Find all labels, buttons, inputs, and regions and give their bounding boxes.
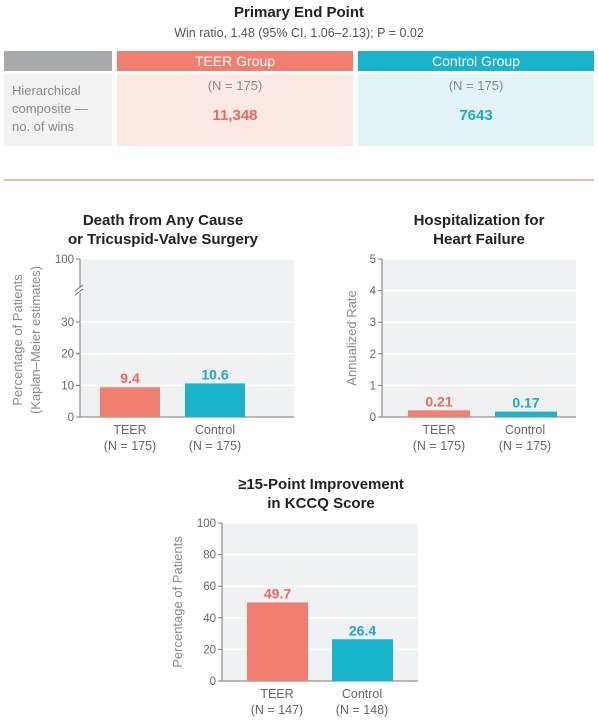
bar-value-label: 0.21 — [425, 393, 452, 409]
row-label-line: Hierarchical — [12, 83, 81, 98]
bar — [185, 383, 245, 417]
chart-title: Hospitalization for — [414, 212, 545, 229]
teer-n: (N = 175) — [207, 78, 263, 93]
y-tick-label: 20 — [203, 644, 216, 656]
bar — [100, 387, 160, 417]
y-axis-label: Percentage of Patients — [10, 274, 25, 406]
y-tick-label: 0 — [68, 412, 74, 424]
primary-title: Primary End Point — [233, 4, 365, 21]
bar-value-label: 0.17 — [512, 395, 539, 411]
y-tick-label: 2 — [370, 349, 376, 361]
y-tick-label: 100 — [197, 518, 216, 530]
teer-wins: 11,348 — [212, 107, 258, 124]
section-divider — [4, 179, 594, 181]
chart-title: Death from Any Cause — [83, 212, 243, 229]
bar-value-label: 26.4 — [349, 622, 376, 638]
control-cell — [358, 74, 594, 146]
row-label-cell — [4, 74, 112, 146]
x-category-label: (N = 148) — [336, 703, 388, 717]
y-tick-label: 20 — [61, 349, 74, 361]
y-tick-label: 60 — [203, 581, 216, 593]
x-category-label: TEER — [113, 423, 146, 437]
x-category-label: Control — [195, 423, 235, 437]
bar — [495, 411, 557, 417]
y-tick-label: 30 — [61, 317, 74, 329]
bar-value-label: 49.7 — [264, 585, 291, 601]
y-axis-label: Percentage of Patients — [170, 536, 185, 668]
y-tick-label: 80 — [203, 550, 216, 562]
bar — [247, 602, 308, 681]
x-category-label: (N = 175) — [499, 439, 551, 453]
control-group-header: Control Group — [358, 51, 594, 71]
x-category-label: TEER — [260, 687, 293, 701]
chart-title: in KCCQ Score — [267, 495, 375, 512]
plot-area — [382, 259, 576, 417]
y-tick-label: 1 — [370, 380, 376, 392]
chart-title: Heart Failure — [433, 231, 525, 248]
y-tick-label: 0 — [370, 412, 376, 424]
y-tick-label: 5 — [370, 254, 376, 266]
x-category-label: (N = 175) — [189, 439, 241, 453]
teer-group-header: TEER Group — [117, 51, 353, 71]
row-label: Hierarchical composite — no. of wins — [12, 82, 108, 136]
x-category-label: (N = 175) — [413, 439, 465, 453]
x-category-label: (N = 175) — [104, 439, 156, 453]
bar-value-label: 10.6 — [201, 366, 228, 382]
x-category-label: Control — [342, 687, 382, 701]
primary-subtitle: Win ratio, 1.48 (95% CI, 1.06–2.13); P =… — [174, 26, 424, 40]
x-category-label: TEER — [422, 423, 455, 437]
bar — [408, 410, 470, 417]
teer-cell — [117, 74, 353, 146]
row-label-line: composite — — [12, 101, 88, 116]
axis-break-mark — [74, 288, 84, 296]
bar-value-label: 9.4 — [120, 370, 140, 386]
y-tick-label: 10 — [61, 380, 74, 392]
axis-break-mark — [74, 284, 84, 292]
x-category-label: (N = 147) — [251, 703, 303, 717]
y-tick-label: 0 — [210, 676, 216, 688]
header-spacer — [4, 51, 112, 71]
y-tick-label: 40 — [203, 613, 216, 625]
x-category-label: Control — [505, 423, 545, 437]
y-axis-label: (Kaplan–Meier estimates) — [28, 266, 43, 414]
bar — [332, 639, 393, 681]
row-label-line: no. of wins — [12, 119, 75, 134]
control-wins: 7643 — [459, 107, 493, 124]
y-axis-label: Annualized Rate — [344, 290, 359, 385]
y-tick-label: 100 — [55, 254, 74, 266]
y-tick-label: 4 — [370, 286, 377, 298]
chart-title: or Tricuspid-Valve Surgery — [68, 231, 259, 248]
control-n: (N = 175) — [448, 78, 504, 93]
chart-title: ≥15-Point Improvement — [238, 476, 404, 493]
y-tick-label: 3 — [370, 317, 376, 329]
